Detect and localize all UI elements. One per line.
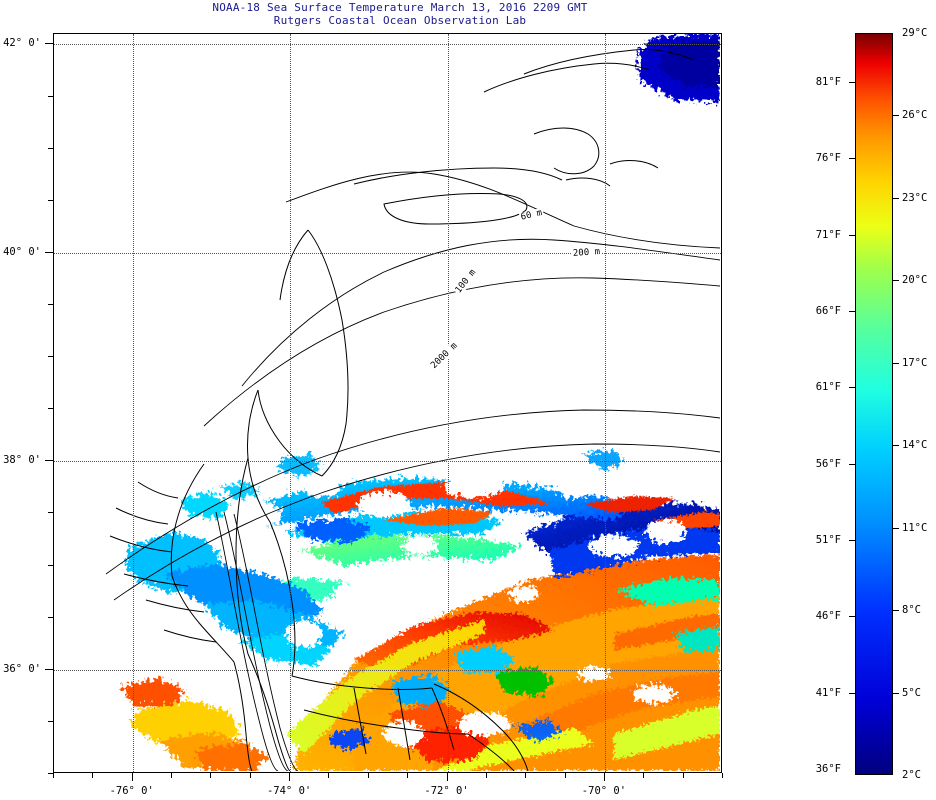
sst-map-canvas [105, 34, 720, 771]
longitude-tick-minor [564, 773, 566, 778]
chart-subtitle: Rutgers Coastal Ocean Observation Lab [273, 14, 527, 27]
colorbar-fahrenheit-tick [849, 158, 855, 160]
colorbar-fahrenheit-label: 41°F [815, 686, 841, 699]
latitude-tick-label: 40° 0' [3, 245, 41, 258]
colorbar-fahrenheit-tick [849, 463, 855, 465]
longitude-tick-label: -72° 0' [424, 785, 469, 797]
sst-map-panel[interactable] [53, 33, 722, 773]
chart-title: NOAA-18 Sea Surface Temperature March 13… [212, 1, 588, 14]
colorbar-celsius-tick [893, 197, 899, 199]
colorbar-fahrenheit-tick [849, 616, 855, 618]
colorbar-celsius-tick [893, 362, 899, 364]
latitude-tick-label: 42° 0' [3, 37, 41, 50]
colorbar-fahrenheit-tick [849, 539, 855, 541]
colorbar-celsius-tick [893, 692, 899, 694]
colorbar-fahrenheit-tick [849, 234, 855, 236]
latitude-tick-minor [48, 95, 53, 97]
bathymetry-contours [105, 171, 720, 771]
colorbar-celsius-label: 11°C [902, 521, 928, 534]
colorbar-fahrenheit-tick [849, 387, 855, 389]
longitude-tick-label: -74° 0' [266, 785, 312, 797]
longitude-tick-minor [722, 773, 723, 778]
longitude-tick-label: -70° 0' [581, 785, 627, 797]
colorbar-celsius-tick [893, 445, 899, 447]
longitude-tick-major [131, 773, 133, 781]
colorbar-fahrenheit-label: 81°F [815, 75, 841, 88]
longitude-tick-minor [682, 773, 684, 778]
colorbar-fahrenheit-label: 46°F [815, 610, 841, 623]
sst-colorbar[interactable] [855, 33, 893, 775]
colorbar-celsius-label: 26°C [902, 109, 928, 122]
latitude-tick-minor [48, 720, 53, 722]
longitude-tick-major [603, 773, 605, 781]
colorbar-celsius-tick [893, 527, 899, 529]
latitude-tick-minor [48, 303, 53, 305]
latitude-tick-label: 36° 0' [3, 662, 41, 675]
sst-raster-layer [120, 34, 720, 771]
latitude-tick-major [45, 43, 53, 45]
latitude-tick-major [45, 668, 53, 670]
colorbar-gradient [855, 33, 893, 775]
colorbar-celsius-tick [893, 610, 899, 612]
longitude-tick-minor [328, 773, 330, 778]
colorbar-celsius-tick [893, 115, 899, 117]
colorbar-celsius-label: 5°C [902, 686, 921, 699]
longitude-tick-major [289, 773, 291, 781]
latitude-tick-minor [48, 773, 53, 774]
longitude-tick-label: -76° 0' [109, 785, 154, 797]
colorbar-celsius-label: 2°C [902, 769, 921, 781]
longitude-tick-major [446, 773, 448, 781]
colorbar-fahrenheit-label: 51°F [815, 533, 841, 546]
colorbar-fahrenheit-label: 36°F [815, 762, 841, 775]
bathymetry-contour-label: 200 m [571, 246, 602, 259]
colorbar-fahrenheit-label: 56°F [815, 457, 841, 470]
colorbar-fahrenheit-tick [849, 81, 855, 83]
colorbar-celsius-tick [893, 280, 899, 282]
longitude-tick-minor [485, 773, 487, 778]
colorbar-celsius-label: 23°C [902, 191, 928, 204]
longitude-tick-minor [643, 773, 645, 778]
colorbar-fahrenheit-label: 76°F [815, 152, 841, 165]
colorbar-fahrenheit-tick [849, 310, 855, 312]
colorbar-celsius-label: 20°C [902, 274, 928, 287]
colorbar-fahrenheit-label: 66°F [815, 304, 841, 317]
longitude-tick-minor [407, 773, 409, 778]
longitude-tick-minor [210, 773, 212, 778]
latitude-tick-minor [48, 408, 53, 410]
longitude-tick-minor [525, 773, 527, 778]
latitude-tick-label: 38° 0' [3, 454, 41, 467]
latitude-tick-minor [48, 199, 53, 201]
colorbar-fahrenheit-label: 61°F [815, 381, 841, 394]
latitude-tick-minor [48, 356, 53, 358]
colorbar-fahrenheit-label: 71°F [815, 228, 841, 241]
latitude-tick-minor [48, 147, 53, 149]
latitude-tick-major [45, 251, 53, 253]
colorbar-celsius-label: 17°C [902, 356, 928, 369]
map-clip [54, 34, 721, 772]
latitude-tick-minor [48, 512, 53, 514]
longitude-tick-minor [367, 773, 369, 778]
chart-title-block: NOAA-18 Sea Surface Temperature March 13… [0, 1, 800, 27]
colorbar-celsius-label: 29°C [902, 27, 928, 39]
coastline [109, 49, 695, 771]
colorbar-celsius-label: 8°C [902, 604, 921, 617]
colorbar-fahrenheit-tick [849, 692, 855, 694]
longitude-tick-minor [171, 773, 173, 778]
longitude-tick-minor [249, 773, 251, 778]
latitude-tick-major [45, 460, 53, 462]
latitude-tick-minor [48, 616, 53, 618]
longitude-tick-minor [92, 773, 94, 778]
longitude-tick-minor [53, 773, 54, 778]
colorbar-celsius-label: 14°C [902, 439, 928, 452]
latitude-tick-minor [48, 564, 53, 566]
